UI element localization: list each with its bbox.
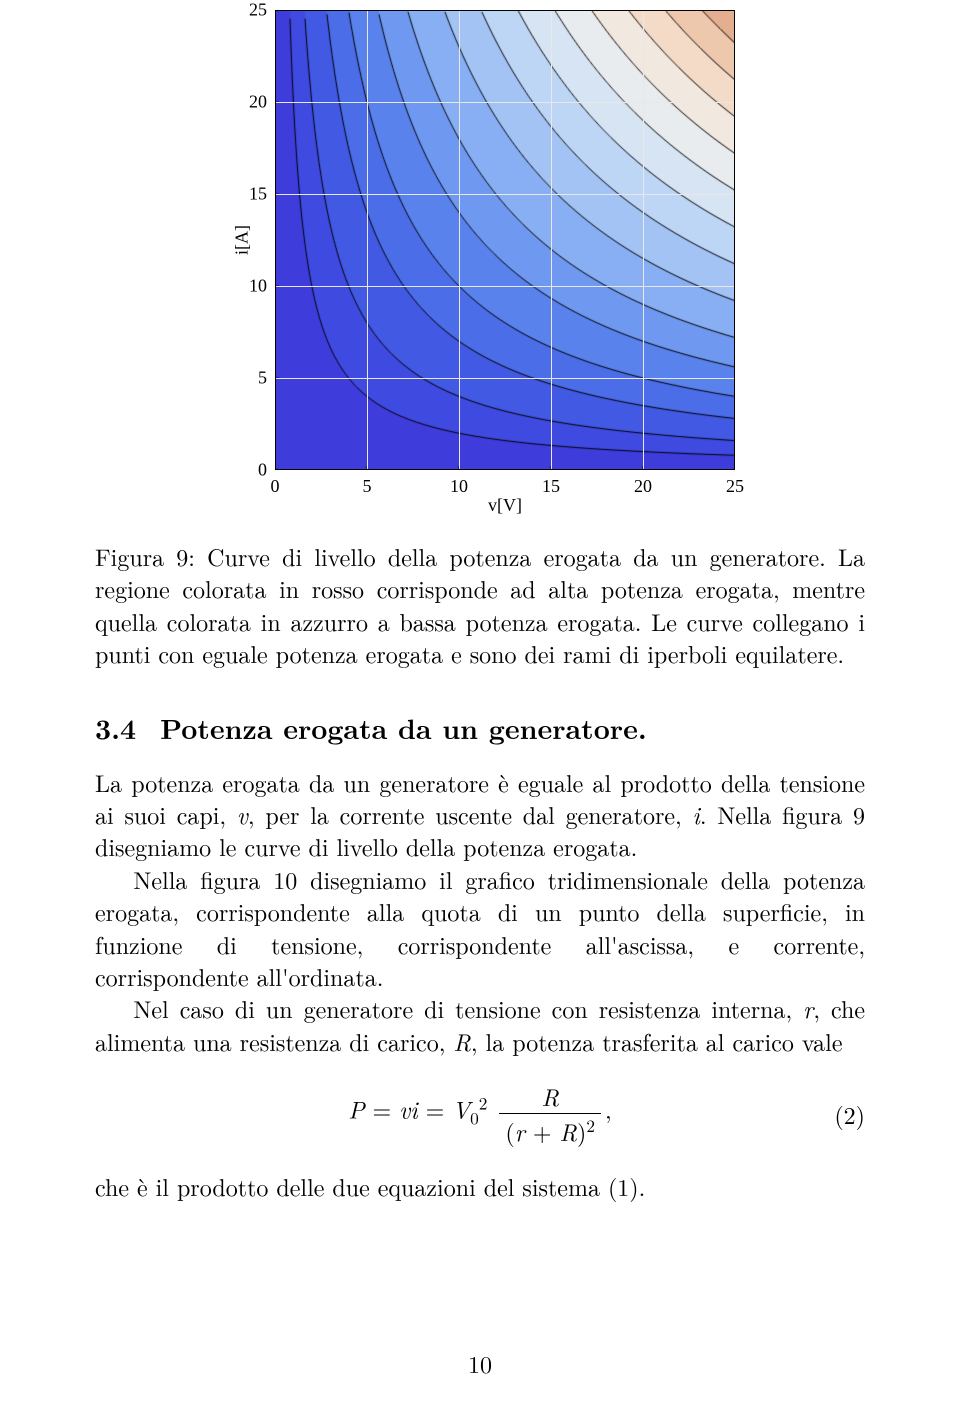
eq-sub0: 0	[470, 1107, 479, 1131]
eq-comma: ,	[605, 1092, 612, 1126]
x-tick-label: 10	[450, 470, 468, 497]
eq-plus: +	[525, 1114, 560, 1148]
chart-canvas	[275, 10, 735, 470]
y-tick-label: 15	[249, 184, 275, 205]
figure-caption-text: Curve di livello della potenza erogata d…	[95, 539, 865, 670]
eq-num-R: R	[541, 1079, 559, 1113]
section-number: 3.4	[95, 708, 136, 748]
chart-x-axis-label: v[V]	[488, 495, 522, 516]
var-i: i	[693, 797, 700, 831]
grid-line-vertical	[551, 10, 552, 470]
x-tick-label: 25	[726, 470, 744, 497]
eq-paren: )	[577, 1114, 586, 1148]
eq-equals: =	[365, 1092, 400, 1126]
paragraph-1: La potenza erogata da un generatore è eg…	[95, 766, 865, 863]
grid-line-horizontal	[275, 378, 735, 379]
text-run: Nel caso di un generatore di tensione co…	[133, 991, 803, 1025]
eq-den-R: R	[560, 1114, 578, 1148]
figure-caption: Figura 9: Curve di livello della potenza…	[95, 540, 865, 670]
chart-y-axis-label: i[A]	[232, 225, 253, 255]
section-title: Potenza erogata da un generatore.	[160, 708, 647, 748]
eq-vi: vi	[399, 1092, 417, 1126]
y-tick-label: 25	[249, 0, 275, 21]
eq-equals: =	[418, 1092, 453, 1126]
closing-text: che è il prodotto delle due equazioni de…	[95, 1170, 865, 1202]
grid-line-vertical	[367, 10, 368, 470]
y-tick-label: 20	[249, 92, 275, 113]
text-run: , per la corrente uscente dal generatore…	[248, 797, 693, 831]
page-number: 10	[0, 1346, 960, 1380]
paragraph-3: Nel caso di un generatore di tensione co…	[95, 992, 865, 1057]
grid-line-vertical	[459, 10, 460, 470]
chart-plot-area: 0510152025 0510152025 i[A] v[V]	[275, 10, 735, 470]
var-v: v	[237, 797, 248, 831]
grid-line-horizontal	[275, 102, 735, 103]
x-tick-label: 20	[634, 470, 652, 497]
eq-fraction: R (r + R)2	[499, 1079, 601, 1148]
grid-line-horizontal	[275, 286, 735, 287]
grid-line-vertical	[643, 10, 644, 470]
paragraph-2: Nella figura 10 disegniamo il grafico tr…	[95, 863, 865, 993]
section-heading: 3.4 Potenza erogata da un generatore.	[95, 708, 865, 748]
equation-number: (2)	[834, 1097, 865, 1131]
equation-2: P = vi = V02 R (r + R)2 , (2)	[95, 1079, 865, 1148]
y-tick-label: 10	[249, 276, 275, 297]
eq-paren: (	[505, 1114, 514, 1148]
x-tick-label: 0	[271, 470, 280, 497]
body-text: La potenza erogata da un generatore è eg…	[95, 766, 865, 1058]
figure-label: Figura 9:	[95, 539, 195, 573]
eq-sup2: 2	[479, 1092, 488, 1116]
var-r: r	[803, 991, 813, 1025]
var-capital-r: R	[453, 1024, 471, 1058]
eq-V: V	[452, 1092, 470, 1126]
eq-P: P	[348, 1092, 364, 1126]
x-tick-label: 5	[363, 470, 372, 497]
eq-den-r: r	[515, 1114, 525, 1148]
eq-sup2: 2	[586, 1114, 595, 1138]
x-tick-label: 15	[542, 470, 560, 497]
grid-line-horizontal	[275, 194, 735, 195]
contour-chart: 0510152025 0510152025 i[A] v[V]	[215, 0, 745, 470]
text-run: , la potenza trasferita al carico vale	[471, 1024, 843, 1058]
y-tick-label: 5	[258, 368, 275, 389]
